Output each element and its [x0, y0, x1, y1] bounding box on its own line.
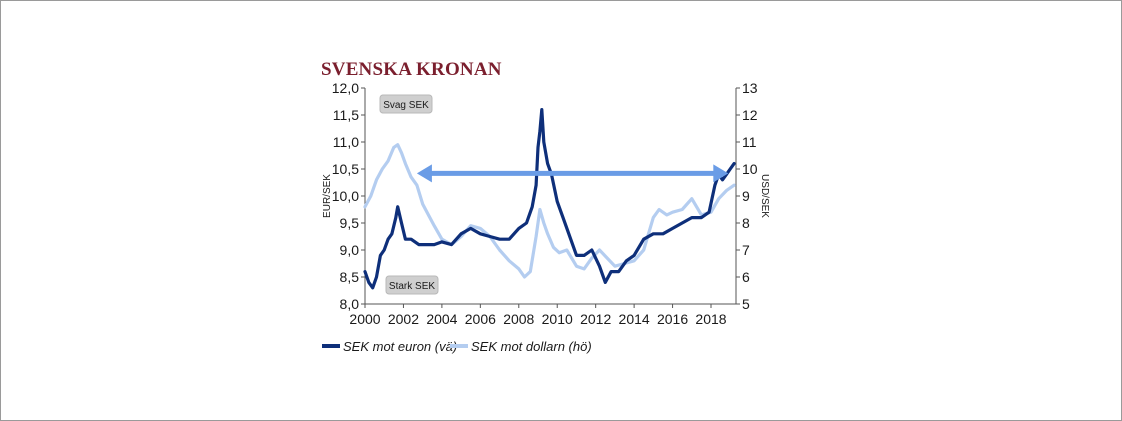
arrow-head-left [416, 164, 432, 183]
y-left-tick-label: 8,5 [340, 269, 360, 285]
y-axis-left-label: EUR/SEK [322, 174, 333, 218]
arrow-head-right [713, 164, 729, 183]
y-left-tick-label: 9,5 [340, 215, 360, 231]
x-tick-label: 2010 [542, 311, 573, 327]
strong-sek-label-box [385, 275, 439, 295]
legend-label-dollar: SEK mot dollarn (hö) [471, 339, 592, 354]
y-right-tick-label: 8 [742, 215, 750, 231]
y-right-tick-label: 6 [742, 269, 750, 285]
y-right-tick-label: 13 [742, 80, 758, 96]
y-left-tick-label: 12,0 [332, 80, 359, 96]
y-axis-right-label: USD/SEK [759, 174, 770, 218]
x-tick-label: 2000 [349, 311, 380, 327]
y-left-tick-label: 10,0 [332, 188, 359, 204]
y-right-tick-label: 5 [742, 296, 750, 312]
annotation-layer: Svag SEK Stark SEK [379, 94, 729, 295]
legend: SEK mot euron (vä) SEK mot dollarn (hö) [322, 339, 592, 354]
y-right-tick-label: 9 [742, 188, 750, 204]
series-line-euro [363, 107, 736, 290]
x-tick-label: 2008 [503, 311, 534, 327]
x-tick-label: 2006 [465, 311, 496, 327]
x-tick-label: 2004 [426, 311, 457, 327]
y-right-tick-label: 11 [742, 134, 757, 150]
y-left-tick-label: 11,0 [333, 134, 359, 150]
tick-layer: 8,0 8,5 9,0 9,5 10,0 10,5 11,0 11,5 12,0 5 6 7 8 9 10 1… [332, 80, 758, 327]
y-left-tick-label: 9,0 [340, 242, 360, 258]
y-left-tick-label: 11,5 [333, 107, 359, 123]
series-layer [363, 107, 736, 290]
x-tick-label: 2014 [619, 311, 650, 327]
y-right-tick-label: 10 [742, 161, 758, 177]
legend-label-euro: SEK mot euron (vä) [343, 339, 457, 354]
x-tick-label: 2012 [580, 311, 611, 327]
x-tick-label: 2016 [657, 311, 688, 327]
x-tick-label: 2002 [388, 311, 419, 327]
y-right-tick-label: 12 [742, 107, 758, 123]
y-right-tick-label: 7 [742, 242, 750, 258]
weak-sek-label-box [379, 94, 433, 114]
series-line-dollar [363, 143, 736, 279]
chart-title: SVENSKA KRONAN [321, 59, 502, 80]
x-tick-label: 2018 [695, 311, 726, 327]
weak-sek-label: Svag SEK [383, 100, 429, 111]
strong-sek-label: Stark SEK [389, 281, 435, 292]
y-left-tick-label: 8,0 [340, 296, 360, 312]
y-left-tick-label: 10,5 [332, 161, 359, 177]
